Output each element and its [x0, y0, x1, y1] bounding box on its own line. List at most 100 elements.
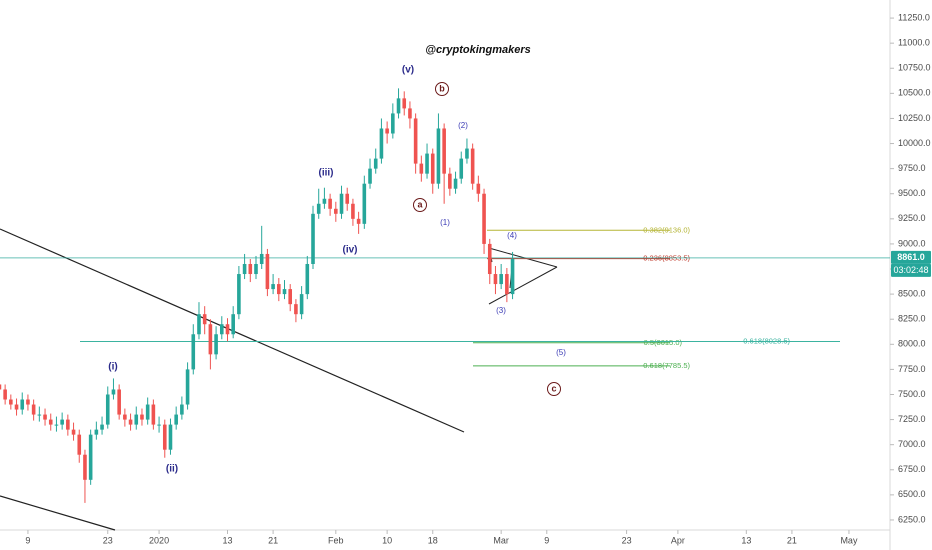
candle-body — [362, 183, 367, 224]
candle-body — [117, 389, 121, 415]
candle-body — [487, 243, 492, 275]
candle-body — [77, 434, 82, 455]
candle-body — [271, 284, 275, 290]
candle-body — [191, 334, 196, 370]
wave-label: (4) — [507, 231, 517, 240]
candle-body — [396, 98, 401, 114]
y-tick-label: 8250.0 — [898, 314, 926, 324]
candle-body — [510, 258, 515, 295]
candle-body — [0, 384, 2, 390]
candle-body — [322, 198, 327, 204]
candle-body — [288, 289, 293, 305]
candle-body — [197, 314, 201, 335]
candle-body — [111, 389, 116, 395]
candle-body — [505, 274, 509, 295]
wave-label: (iv) — [343, 245, 358, 256]
candle-body — [66, 419, 70, 430]
x-tick-label: 21 — [268, 535, 278, 545]
y-tick-label: 9250.0 — [898, 213, 926, 223]
candle-body — [436, 128, 441, 184]
y-tick-label: 8000.0 — [898, 339, 926, 349]
candle-body — [476, 183, 481, 194]
y-tick-label: 8500.0 — [898, 288, 926, 298]
x-tick-label: 9 — [544, 535, 549, 545]
candle-body — [157, 424, 161, 426]
candle-body — [71, 429, 76, 435]
last-price-label: 8861.0 — [897, 252, 925, 262]
candle-body — [31, 404, 36, 415]
candle-body — [311, 213, 315, 264]
candle-body — [140, 414, 144, 420]
candle-body — [379, 128, 384, 159]
y-tick-label: 9500.0 — [898, 188, 926, 198]
y-tick-label: 7250.0 — [898, 414, 926, 424]
candle-body — [299, 294, 304, 315]
candle-body — [345, 193, 350, 204]
candle-body — [128, 419, 133, 425]
wave-circle — [435, 82, 449, 96]
x-tick-label: 10 — [382, 535, 392, 545]
candle-body — [391, 113, 395, 134]
countdown-badge — [891, 263, 931, 277]
candle-body — [419, 163, 424, 174]
candle-body — [151, 404, 156, 425]
candle-body — [3, 389, 7, 400]
wave-label: (5) — [556, 348, 566, 357]
candle-body — [14, 404, 19, 410]
candle-body — [9, 399, 13, 405]
candle-body — [134, 414, 139, 425]
candle-body — [48, 419, 53, 425]
trend-line — [0, 495, 116, 531]
y-tick-label: 10750.0 — [898, 63, 931, 73]
candle-body — [180, 404, 184, 415]
wave-circle — [413, 198, 427, 212]
candle-body — [373, 158, 378, 169]
x-tick-label: 23 — [622, 535, 632, 545]
y-tick-label: 9000.0 — [898, 238, 926, 248]
countdown: 03:02:48 — [893, 265, 928, 275]
x-tick-label: 9 — [25, 535, 30, 545]
candle-body — [305, 263, 310, 295]
y-tick-label: 9750.0 — [898, 163, 926, 173]
wave-label: (iii) — [319, 168, 334, 179]
x-tick-label: Feb — [328, 535, 344, 545]
y-tick-label: 6500.0 — [898, 489, 926, 499]
candle-body — [231, 314, 235, 335]
triangle-line — [488, 266, 558, 305]
candle-body — [214, 334, 218, 355]
x-tick-label: 13 — [741, 535, 751, 545]
wave-label: (2) — [458, 121, 468, 130]
fib-label: 0.618(7785.5) — [643, 361, 690, 370]
candle-body — [105, 394, 110, 425]
candle-body — [356, 218, 361, 224]
candle-body — [368, 168, 372, 184]
candle-body — [351, 203, 355, 219]
x-tick-label: Mar — [493, 535, 509, 545]
candle-body — [100, 424, 104, 430]
y-tick-label: 6250.0 — [898, 514, 926, 524]
candle-body — [459, 158, 464, 179]
candle-body — [259, 253, 264, 264]
y-tick-label: 10000.0 — [898, 138, 931, 148]
candle-body — [425, 153, 429, 174]
wave-label: (1) — [440, 218, 450, 227]
last-price-badge — [891, 250, 931, 264]
x-tick-label: Apr — [671, 535, 685, 545]
x-tick-label: 18 — [428, 535, 438, 545]
y-tick-label: 7500.0 — [898, 389, 926, 399]
candle-body — [430, 153, 435, 184]
candle-body — [94, 429, 99, 435]
wave-label: a — [417, 199, 423, 209]
candle-body — [162, 424, 167, 450]
candle-body — [54, 424, 59, 426]
candle-body — [248, 263, 253, 275]
candle-body — [334, 208, 338, 214]
candle-body — [26, 399, 30, 405]
wave-label: (3) — [496, 306, 506, 315]
candle-body — [413, 118, 418, 164]
candle-body — [339, 193, 344, 214]
candle-body — [242, 263, 247, 275]
wave-label: c — [551, 383, 556, 393]
watermark: @cryptokingmakers — [425, 44, 531, 56]
